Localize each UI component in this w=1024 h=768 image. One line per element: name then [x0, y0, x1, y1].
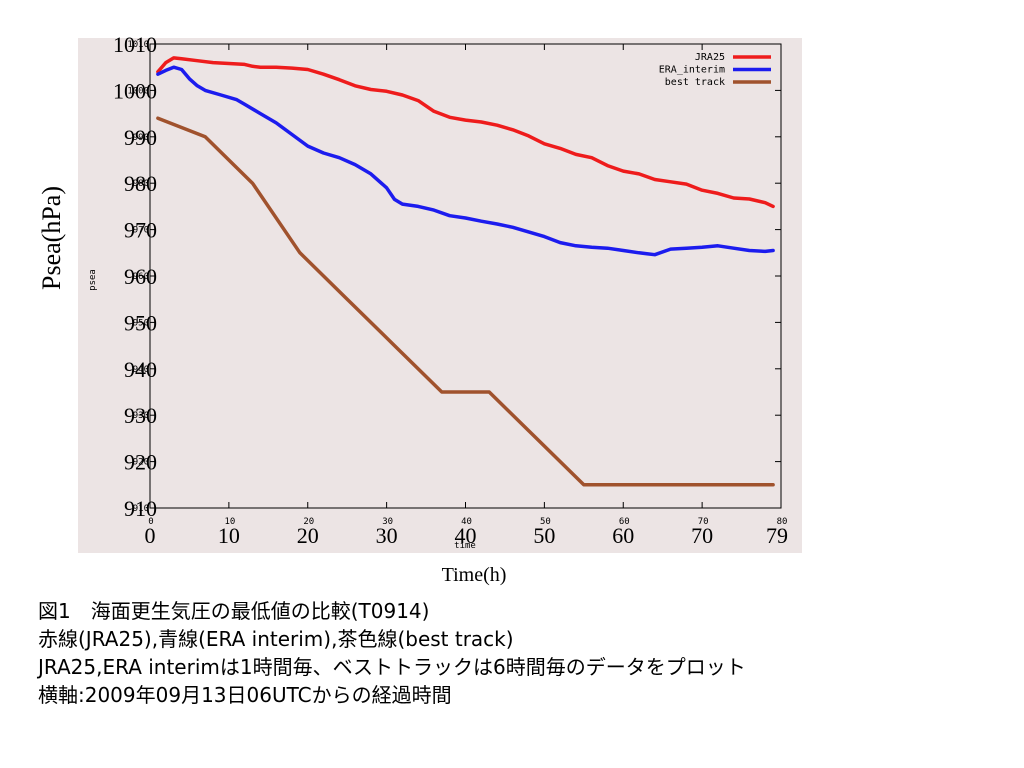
inner-y-tick-label: 970	[133, 226, 149, 236]
inner-x-axis-label: time	[454, 541, 476, 551]
outer-x-tick-label: 10	[218, 523, 240, 548]
outer-y-tick-label: 920	[124, 450, 157, 475]
inner-x-tick-label: 40	[461, 517, 472, 527]
inner-y-tick-label: 930	[133, 411, 149, 421]
legend-label: JRA25	[695, 52, 725, 63]
chart: 1010 1000 990 980 970 960 950 940 930 920 910 0 10 20…	[37, 32, 802, 586]
inner-y-tick-label: 920	[133, 458, 149, 468]
outer-x-tick-label: 70	[691, 523, 713, 548]
inner-x-tick-label: 80	[777, 517, 788, 527]
caption-line-4: 横軸:2009年09月13日06UTCからの経過時間	[38, 683, 452, 707]
inner-y-tick-label: 960	[133, 272, 149, 282]
outer-y-tick-label: 960	[124, 264, 157, 289]
inner-y-tick-label: 1010	[127, 40, 149, 50]
chart-svg: 1010 1000 990 980 970 960 950 940 930 920 910 0 10 20…	[37, 32, 802, 586]
caption-line-3: JRA25,ERA interimは1時間毎、ベストトラックは6時間毎のデータを…	[38, 655, 746, 679]
legend-label: best track	[665, 77, 725, 88]
outer-x-tick-label: 30	[376, 523, 398, 548]
legend-label: ERA_interim	[659, 65, 725, 76]
outer-y-tick-label: 950	[124, 310, 157, 335]
outer-y-tick-label: 990	[124, 125, 157, 150]
inner-y-tick-label: 980	[133, 179, 149, 189]
inner-x-tick-label: 10	[224, 517, 235, 527]
inner-x-tick-label: 30	[382, 517, 393, 527]
inner-y-tick-label: 950	[133, 318, 149, 328]
inner-y-tick-label: 990	[133, 133, 149, 143]
outer-x-tick-label: 40	[455, 523, 477, 548]
outer-x-tick-label: 50	[533, 523, 555, 548]
inner-x-tick-label: 70	[698, 517, 709, 527]
caption-line-2: 赤線(JRA25),青線(ERA interim),茶色線(best track…	[38, 627, 514, 651]
inner-y-axis-label: psea	[88, 269, 98, 291]
outer-y-tick-label: 980	[124, 171, 157, 196]
outer-y-tick-label: 1010	[113, 32, 157, 57]
caption-line-1: 図1 海面更生気圧の最低値の比較(T0914)	[38, 599, 430, 623]
outer-y-tick-label: 930	[124, 403, 157, 428]
outer-x-tick-label: 60	[612, 523, 634, 548]
outer-x-tick-label: 0	[145, 523, 156, 548]
outer-y-tick-label: 970	[124, 218, 157, 243]
series-line-1	[156, 65, 775, 257]
outer-y-tick-label: 940	[124, 357, 157, 382]
outer-x-tick-label: 20	[297, 523, 319, 548]
x-axis-title: Time(h)	[442, 564, 507, 586]
y-axis-title: Psea(hPa)	[37, 186, 66, 290]
chart-background	[78, 38, 802, 553]
outer-y-tick-label: 910	[124, 496, 157, 521]
inner-x-tick-label: 20	[303, 517, 314, 527]
series-line-2	[156, 116, 775, 487]
inner-x-tick-label: 0	[148, 517, 153, 527]
inner-y-tick-label: 1000	[127, 86, 149, 96]
series-line-0	[156, 56, 775, 209]
inner-y-tick-label: 940	[133, 365, 149, 375]
outer-y-tick-label: 1000	[113, 78, 157, 103]
inner-x-tick-label: 60	[619, 517, 630, 527]
outer-x-tick-label: 79	[766, 523, 788, 548]
inner-x-tick-label: 50	[540, 517, 551, 527]
inner-y-tick-label: 910	[133, 504, 149, 514]
